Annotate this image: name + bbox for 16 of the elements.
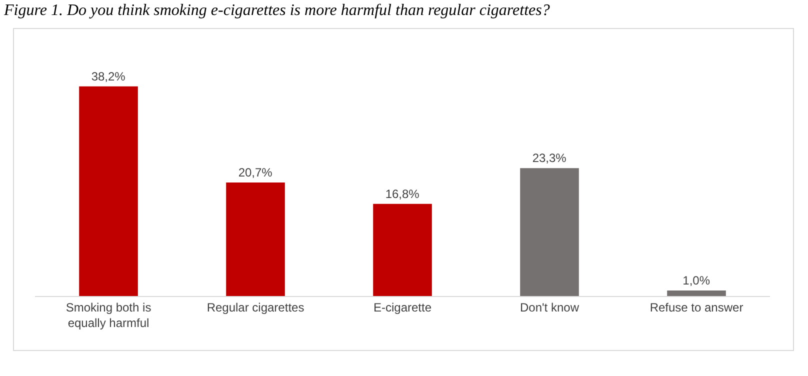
chart-title: Figure 1. Do you think smoking e-cigarettes is more harmful than regular cigarettes? xyxy=(4,2,550,20)
data-label: 1,0% xyxy=(682,274,710,288)
bar xyxy=(667,290,726,296)
x-tick-label: Smoking both is equally harmful xyxy=(66,300,152,330)
bar xyxy=(226,182,285,296)
x-tick-label: Refuse to answer xyxy=(650,300,744,314)
data-label: 16,8% xyxy=(385,186,420,201)
bar xyxy=(373,204,432,296)
bar xyxy=(79,86,138,296)
data-label: 38,2% xyxy=(91,69,126,84)
data-label: 23,3% xyxy=(532,151,567,166)
bar xyxy=(520,168,579,296)
data-label: 20,7% xyxy=(238,165,273,180)
x-tick-label: Regular cigarettes xyxy=(206,300,304,314)
x-tick-label: E-cigarette xyxy=(373,300,432,314)
x-tick-label: Don't know xyxy=(520,300,580,314)
